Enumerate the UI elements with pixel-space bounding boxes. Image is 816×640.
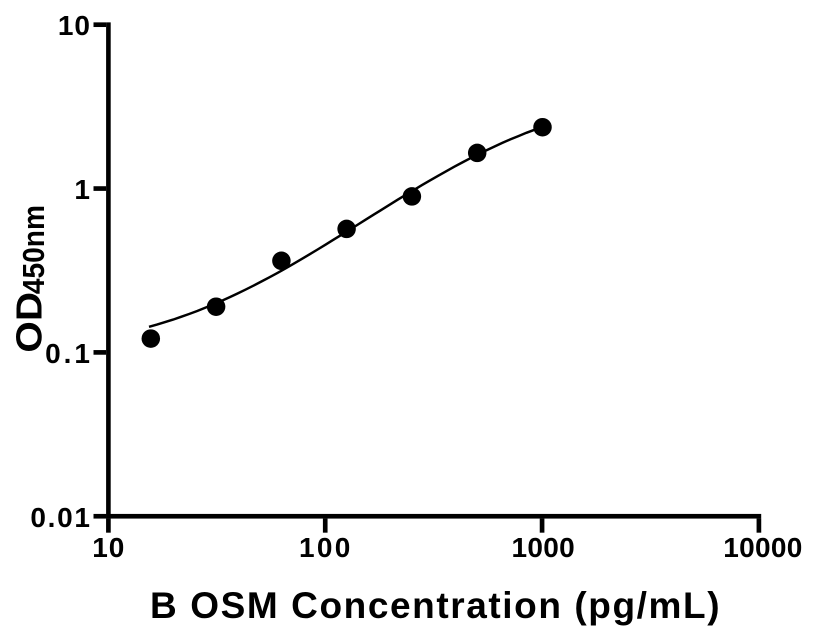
svg-text:10000: 10000 xyxy=(723,532,802,563)
svg-text:450nm: 450nm xyxy=(17,205,51,294)
svg-text:10: 10 xyxy=(58,10,90,41)
svg-text:0.01: 0.01 xyxy=(30,502,90,533)
svg-text:0.1: 0.1 xyxy=(45,338,90,369)
svg-text:OD: OD xyxy=(9,292,50,353)
svg-text:1: 1 xyxy=(74,174,90,205)
svg-text:B OSM Concentration (pg/mL): B OSM Concentration (pg/mL) xyxy=(150,585,720,626)
svg-text:10: 10 xyxy=(92,532,124,563)
svg-text:1000: 1000 xyxy=(511,532,574,563)
svg-text:100: 100 xyxy=(299,532,350,563)
